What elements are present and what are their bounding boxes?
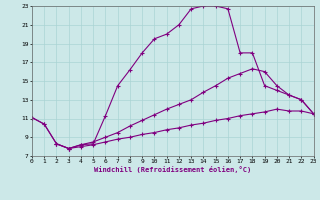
- X-axis label: Windchill (Refroidissement éolien,°C): Windchill (Refroidissement éolien,°C): [94, 166, 252, 173]
